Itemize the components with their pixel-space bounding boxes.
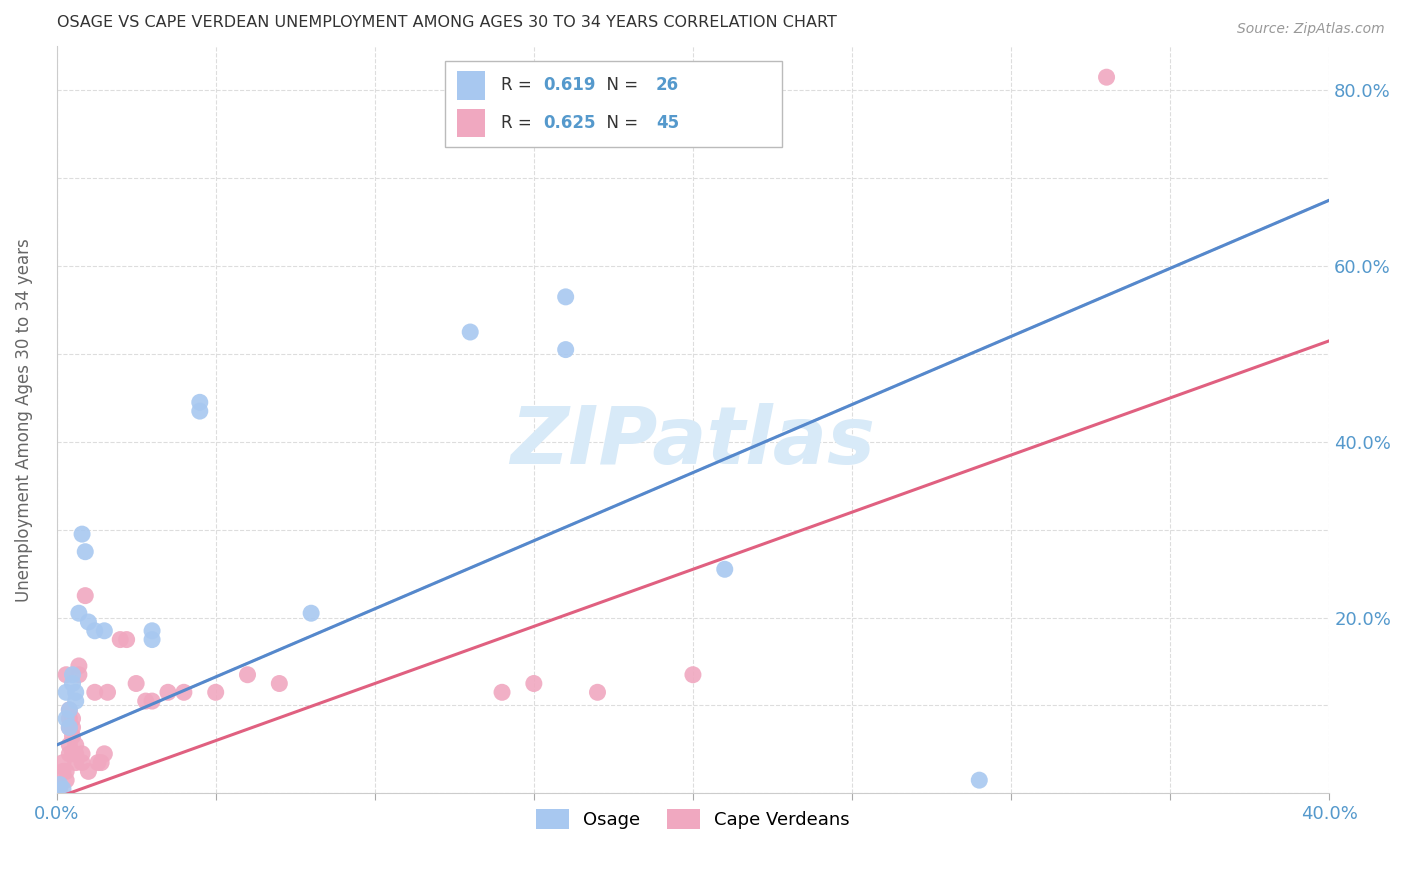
Point — [65, 685, 87, 699]
Point — [67, 606, 90, 620]
Point — [67, 659, 90, 673]
Text: R =: R = — [501, 77, 537, 95]
Point — [83, 685, 105, 699]
Text: 0.625: 0.625 — [543, 114, 595, 132]
Point — [713, 562, 735, 576]
Point — [141, 632, 163, 647]
Point — [65, 738, 87, 752]
Text: R =: R = — [501, 114, 537, 132]
Point — [49, 778, 72, 792]
Point — [58, 703, 80, 717]
Point — [141, 694, 163, 708]
Point — [55, 685, 77, 699]
Point — [70, 747, 93, 761]
Point — [96, 685, 118, 699]
Point — [62, 667, 84, 681]
Point — [75, 545, 97, 559]
Point — [58, 703, 80, 717]
Text: OSAGE VS CAPE VERDEAN UNEMPLOYMENT AMONG AGES 30 TO 34 YEARS CORRELATION CHART: OSAGE VS CAPE VERDEAN UNEMPLOYMENT AMONG… — [56, 15, 837, 30]
Point — [58, 747, 80, 761]
Point — [523, 676, 546, 690]
Text: N =: N = — [596, 114, 644, 132]
Point — [52, 764, 75, 779]
Point — [90, 756, 112, 770]
Point — [93, 624, 115, 638]
Point — [75, 589, 97, 603]
Point — [458, 325, 481, 339]
Legend: Osage, Cape Verdeans: Osage, Cape Verdeans — [529, 801, 858, 837]
Point — [554, 290, 576, 304]
FancyBboxPatch shape — [457, 109, 485, 137]
Point — [55, 712, 77, 726]
Text: N =: N = — [596, 77, 644, 95]
Point — [269, 676, 291, 690]
Point — [62, 721, 84, 735]
Point — [204, 685, 226, 699]
Point — [87, 756, 110, 770]
Text: 45: 45 — [657, 114, 679, 132]
Text: 0.619: 0.619 — [543, 77, 595, 95]
Point — [125, 676, 148, 690]
Point — [83, 624, 105, 638]
Point — [49, 781, 72, 796]
Point — [115, 632, 138, 647]
Point — [67, 667, 90, 681]
Point — [93, 747, 115, 761]
Point — [70, 756, 93, 770]
Point — [62, 676, 84, 690]
Point — [65, 747, 87, 761]
Point — [49, 780, 72, 794]
Point — [135, 694, 157, 708]
Point — [62, 712, 84, 726]
Point — [1095, 70, 1118, 85]
Text: ZIPatlas: ZIPatlas — [510, 403, 876, 482]
Point — [554, 343, 576, 357]
Point — [65, 694, 87, 708]
Point — [586, 685, 609, 699]
Point — [110, 632, 132, 647]
Text: Source: ZipAtlas.com: Source: ZipAtlas.com — [1237, 22, 1385, 37]
FancyBboxPatch shape — [444, 62, 782, 147]
Point — [969, 773, 991, 788]
Point — [141, 624, 163, 638]
Point — [52, 781, 75, 796]
Point — [65, 756, 87, 770]
Point — [491, 685, 513, 699]
Point — [236, 667, 259, 681]
Point — [55, 773, 77, 788]
Point — [55, 764, 77, 779]
Point — [52, 756, 75, 770]
Point — [77, 764, 100, 779]
Point — [70, 527, 93, 541]
Point — [299, 606, 322, 620]
Point — [173, 685, 195, 699]
Point — [55, 667, 77, 681]
Point — [188, 395, 211, 409]
Point — [77, 615, 100, 629]
Point — [58, 721, 80, 735]
Point — [156, 685, 179, 699]
Point — [58, 712, 80, 726]
Point — [58, 738, 80, 752]
FancyBboxPatch shape — [457, 71, 485, 100]
Point — [188, 404, 211, 418]
Point — [682, 667, 704, 681]
Point — [58, 721, 80, 735]
Point — [62, 729, 84, 743]
Y-axis label: Unemployment Among Ages 30 to 34 years: Unemployment Among Ages 30 to 34 years — [15, 238, 32, 602]
Text: 26: 26 — [657, 77, 679, 95]
Point — [62, 747, 84, 761]
